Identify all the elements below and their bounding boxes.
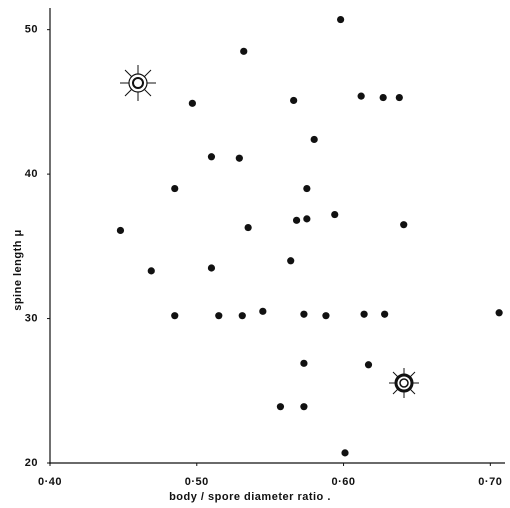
point [292,216,301,224]
point [240,47,248,55]
point [238,312,246,320]
point [171,184,179,193]
point [147,267,155,275]
y-axis-title: spine length μ [12,229,24,311]
point [215,312,223,320]
point [331,210,339,219]
point [300,403,308,411]
point [287,257,295,265]
point [395,93,403,102]
point [207,153,216,161]
point [259,307,267,315]
x-tick-label: 0·70 [478,476,502,488]
spore-icon [389,368,419,398]
point [364,361,373,369]
point [244,223,252,232]
point [381,310,389,318]
point [379,93,387,102]
point [337,15,345,24]
y-tick-label: 40 [25,168,38,180]
x-axis-title: body / spore diameter ratio . [169,491,331,503]
point [116,226,125,235]
y-tick-label: 20 [25,457,38,469]
point [276,403,285,411]
point [357,92,365,100]
x-tick-label: 0·50 [185,476,209,488]
point [341,449,349,457]
y-tick-label: 30 [25,312,38,324]
point [310,135,318,144]
point [303,184,311,193]
point [303,215,311,223]
point [495,309,503,317]
spore-icon [120,65,156,101]
point [360,310,368,318]
point [322,312,330,320]
point [235,154,243,162]
y-tick-label: 50 [25,24,38,36]
point [290,96,298,105]
point [207,264,216,272]
x-tick-label: 0·40 [38,476,62,488]
point [188,99,196,107]
point [300,359,308,367]
x-tick-label: 0·60 [332,476,356,488]
point [300,310,308,318]
point [171,312,179,320]
point [400,221,408,229]
